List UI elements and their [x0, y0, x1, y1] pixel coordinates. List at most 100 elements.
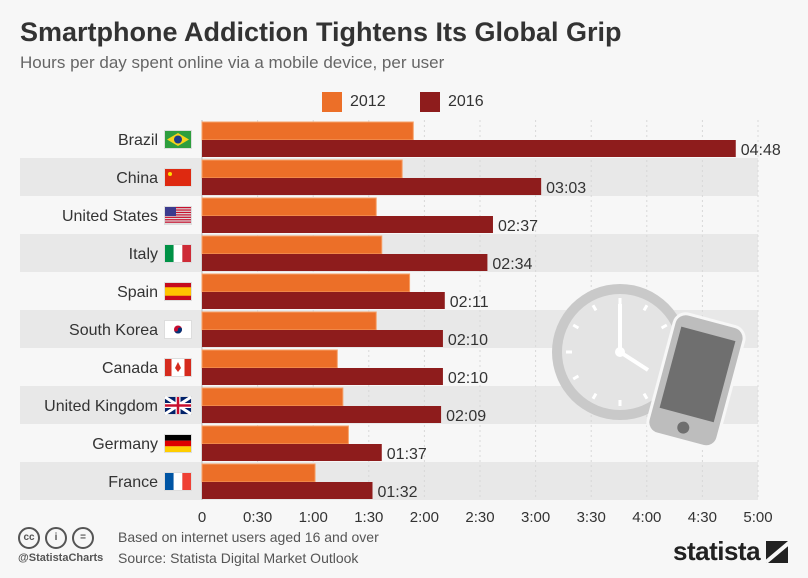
- clock-tick: [642, 392, 649, 400]
- category-label: France: [108, 474, 158, 491]
- bar-2016: [202, 140, 736, 157]
- category-label: Italy: [129, 246, 158, 263]
- data-label-2016: 02:10: [448, 370, 488, 387]
- clock-center: [615, 347, 625, 357]
- flag-uk-icon: [164, 395, 192, 416]
- flag-stripe: [165, 219, 191, 221]
- flag-stripe: [165, 209, 191, 211]
- bar-2012: [201, 387, 344, 407]
- bar-2016: [202, 216, 493, 233]
- flag-band: [165, 440, 191, 447]
- clock-tick: [660, 323, 668, 330]
- clock-tick: [642, 304, 649, 312]
- flag-cross-red: [165, 397, 191, 414]
- data-label-2016: 02:37: [498, 218, 538, 235]
- chart-title: Smartphone Addiction Tightens Its Global…: [20, 17, 622, 47]
- data-label-2016: 03:03: [546, 180, 586, 197]
- legend-label-2012: 2012: [350, 93, 386, 110]
- clock-tick: [591, 392, 598, 400]
- category-label: United States: [62, 208, 158, 225]
- category-label: China: [116, 170, 158, 187]
- cc-icon: cc: [18, 527, 40, 549]
- no-derivatives-icon: =: [72, 527, 94, 549]
- legend-2016: 2016: [420, 92, 484, 112]
- flag-china-icon: [164, 168, 192, 187]
- clock-tick: [572, 323, 580, 330]
- flag-stripe: [165, 207, 191, 209]
- x-tick-label: 4:00: [632, 509, 661, 526]
- data-label-2016: 02:34: [492, 256, 532, 273]
- bar-2016: [202, 292, 445, 309]
- statista-logo-icon: [766, 540, 789, 563]
- footnote: Based on internet users aged 16 and over: [118, 529, 379, 545]
- bar-2016: [202, 330, 443, 347]
- flag-spain-icon: [164, 282, 192, 301]
- bar-2016: [202, 368, 443, 385]
- clock-tick: [572, 374, 580, 381]
- bar-2012: [201, 121, 414, 141]
- twitter-handle: @StatistaCharts: [18, 552, 104, 564]
- x-tick-label: 3:30: [577, 509, 606, 526]
- flag-canada-icon: [164, 358, 192, 377]
- flag-band: [165, 245, 174, 262]
- bar-2012: [201, 311, 377, 331]
- flag-usa-icon: [164, 206, 192, 225]
- flag-band: [165, 287, 191, 296]
- phone-button: [677, 421, 690, 434]
- flag-stripe: [165, 214, 191, 216]
- flag-leaf: [175, 362, 181, 372]
- flag-germany-icon: [164, 434, 192, 453]
- statista-wordmark: statista: [673, 536, 761, 566]
- bar-2012: [201, 159, 403, 179]
- statista-logo: statista: [673, 536, 789, 567]
- x-tick-label: 2:30: [465, 509, 494, 526]
- flag-brazil-icon: [164, 130, 192, 149]
- flag-stripe: [165, 216, 191, 218]
- source: Source: Statista Digital Market Outlook: [118, 550, 359, 566]
- bar-2012: [201, 463, 316, 483]
- category-label: Canada: [102, 360, 158, 377]
- legend-label-2016: 2016: [448, 93, 484, 110]
- legend-swatch-2016: [420, 92, 440, 112]
- clock-hour-hand: [618, 350, 650, 372]
- category-label: Germany: [92, 436, 158, 453]
- data-label-2016: 02:09: [446, 408, 486, 425]
- bar-2016: [202, 482, 373, 499]
- phone-icon: [646, 312, 746, 449]
- legend-2012: 2012: [322, 92, 386, 112]
- bar-2012: [201, 273, 411, 293]
- data-label-2016: 01:37: [387, 446, 427, 463]
- flag-globe: [174, 135, 182, 144]
- flag-band: [182, 473, 191, 490]
- data-label-2016: 02:10: [448, 332, 488, 349]
- category-label: Brazil: [118, 132, 158, 149]
- chart-subtitle: Hours per day spent online via a mobile …: [20, 53, 445, 72]
- bar-2012: [201, 425, 349, 445]
- flag-south-korea-icon: [164, 320, 192, 339]
- clock-phone-illustration: [552, 284, 746, 449]
- phone-screen: [659, 326, 736, 423]
- flag-stripe: [165, 211, 191, 214]
- flag-bg: [165, 169, 191, 186]
- x-tick-label: 1:00: [299, 509, 328, 526]
- x-tick-label: 1:30: [354, 509, 383, 526]
- flag-band: [165, 359, 172, 376]
- flag-canton: [165, 207, 176, 216]
- bar-2016: [202, 254, 488, 271]
- flag-band: [173, 473, 183, 490]
- flag-band: [182, 245, 191, 262]
- row-band: [20, 462, 758, 500]
- flag-band: [184, 359, 191, 376]
- flag-band: [165, 446, 191, 452]
- category-label: Spain: [117, 284, 158, 301]
- x-tick-label: 2:00: [410, 509, 439, 526]
- bar-2016: [202, 444, 382, 461]
- flag-stripe: [165, 221, 191, 223]
- bar-2016: [202, 406, 442, 423]
- data-label-2016: 01:32: [378, 484, 418, 501]
- bar-2016: [202, 178, 542, 195]
- flag-taeguk-blue: [174, 327, 182, 334]
- flag-band: [173, 245, 183, 262]
